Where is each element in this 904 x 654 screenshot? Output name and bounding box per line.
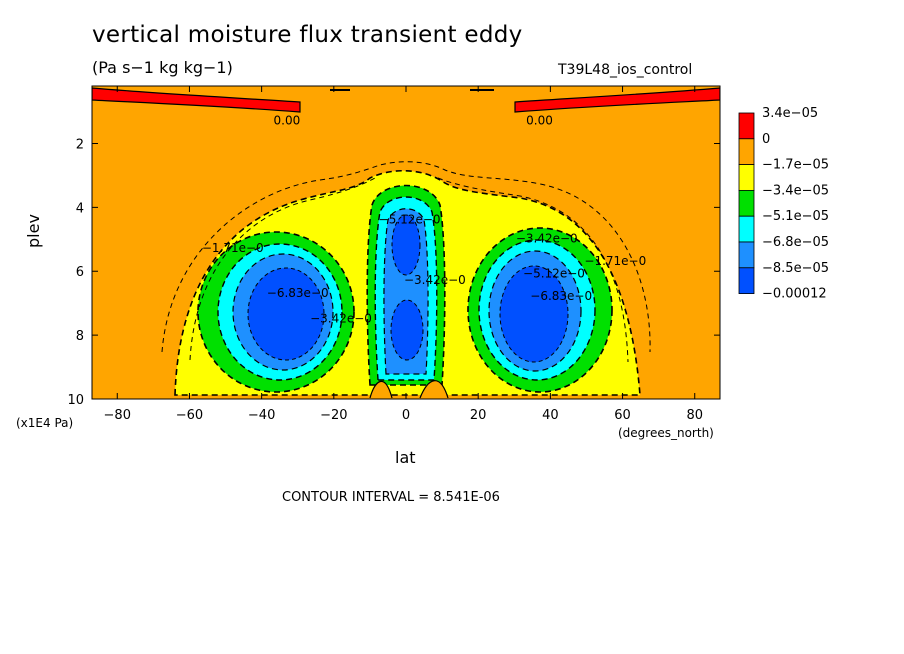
colorbar-label: −1.7e−05 bbox=[762, 158, 829, 173]
band-red-left bbox=[92, 87, 301, 113]
contour-label: −3.42e−0 bbox=[516, 232, 578, 246]
x-tick-label: −80 bbox=[104, 408, 131, 423]
contour-fill-layer bbox=[92, 86, 720, 399]
contour-label: −3.42e−0 bbox=[404, 273, 466, 287]
contour-label: −1.71e−0 bbox=[584, 254, 646, 268]
y-ticks: 2 4 6 8 10 bbox=[67, 137, 720, 408]
contour-label: −3.42e−0 bbox=[310, 311, 372, 325]
contour-interval-note: CONTOUR INTERVAL = 8.541E-06 bbox=[282, 490, 500, 505]
colorbar-swatch bbox=[738, 241, 755, 269]
x-axis-label: lat bbox=[395, 448, 416, 467]
contour-label: −6.83e−0 bbox=[530, 289, 592, 303]
y-axis-unit: (x1E4 Pa) bbox=[16, 416, 74, 430]
band-blue-center-upper bbox=[391, 214, 421, 276]
colorbar-swatch bbox=[738, 215, 755, 243]
colorbar-label: 0 bbox=[762, 132, 770, 147]
contour-labels: 0.00 0.00 −1.71e−0 −1.71e−0 −6.83e−0 −3.42e−0… bbox=[202, 113, 646, 325]
colorbar-swatch bbox=[738, 267, 755, 294]
x-tick-label: 60 bbox=[614, 408, 631, 423]
colorbar-swatch bbox=[738, 112, 755, 140]
contour-label: −5.12e−0 bbox=[523, 267, 585, 281]
y-tick-label: 2 bbox=[76, 137, 84, 152]
x-tick-label: −40 bbox=[248, 408, 275, 423]
colorbar-label: −5.1e−05 bbox=[762, 209, 829, 224]
colorbar-label: −0.00012 bbox=[762, 287, 827, 302]
x-tick-label: 0 bbox=[402, 408, 410, 423]
x-axis-unit: (degrees_north) bbox=[618, 426, 714, 440]
experiment-label: T39L48_ios_control bbox=[558, 62, 693, 78]
contour-surface-right bbox=[419, 380, 449, 399]
band-red-right bbox=[514, 87, 720, 113]
x-tick-label: −20 bbox=[320, 408, 347, 423]
y-tick-label: 8 bbox=[76, 329, 84, 344]
units-subtitle: (Pa s−1 kg kg−1) bbox=[92, 58, 233, 77]
y-tick-label: 6 bbox=[76, 265, 84, 280]
band-blue-left-lobe bbox=[247, 267, 325, 361]
y-tick-label: 10 bbox=[67, 393, 84, 408]
x-tick-label: 80 bbox=[686, 408, 703, 423]
contour-label: −5.12e−0 bbox=[379, 212, 441, 226]
x-tick-label: 40 bbox=[542, 408, 559, 423]
contour-label: −1.71e−0 bbox=[202, 241, 264, 255]
contour-label: 0.00 bbox=[526, 113, 553, 127]
colorbar-swatch bbox=[738, 189, 755, 217]
x-tick-label: 20 bbox=[470, 408, 487, 423]
band-blue-center-lower bbox=[390, 299, 424, 361]
contour-mid-envelope bbox=[189, 177, 376, 361]
contour-outer-envelope bbox=[161, 161, 651, 353]
colorbar: 3.4e−05 0 −1.7e−05 −3.4e−05 −5.1e−05 −6.8e−05… bbox=[738, 106, 829, 302]
contour-mid-envelope-right bbox=[437, 177, 629, 363]
colorbar-label: 3.4e−05 bbox=[762, 106, 818, 121]
band-blue-right-lobe bbox=[499, 265, 569, 363]
x-ticks: −80 −60 −40 −20 0 20 40 60 80 bbox=[104, 86, 703, 423]
x-tick-label: −60 bbox=[176, 408, 203, 423]
contour-label: −6.83e−0 bbox=[267, 286, 329, 300]
colorbar-swatch bbox=[738, 138, 755, 166]
colorbar-label: −8.5e−05 bbox=[762, 261, 829, 276]
contour-surface-left bbox=[369, 380, 393, 399]
colorbar-label: −3.4e−05 bbox=[762, 183, 829, 198]
colorbar-label: −6.8e−05 bbox=[762, 235, 829, 250]
colorbar-swatch bbox=[738, 164, 755, 191]
chart-title: vertical moisture flux transient eddy bbox=[92, 22, 523, 48]
y-tick-label: 4 bbox=[76, 201, 84, 216]
contour-label: 0.00 bbox=[274, 113, 301, 127]
